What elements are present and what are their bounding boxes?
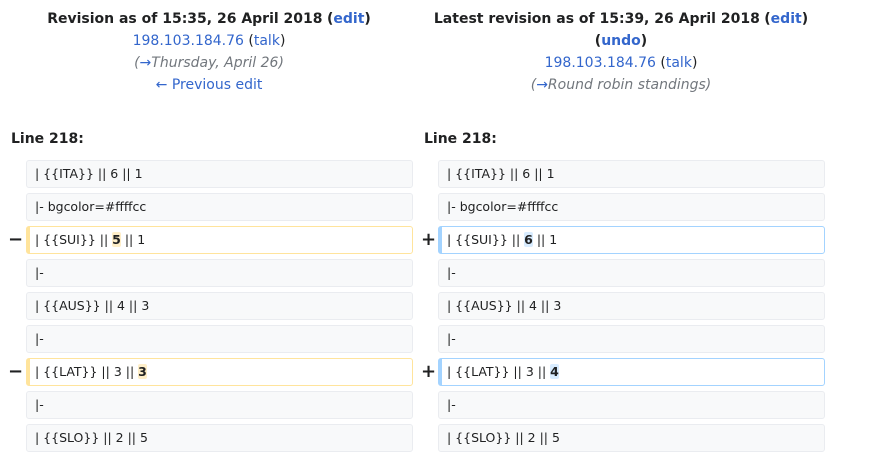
added-word: 6 — [524, 232, 533, 247]
left-context-line: | {{AUS}} || 4 || 3 — [26, 292, 413, 320]
left-summary-arrow-link[interactable]: → — [139, 55, 152, 71]
right-revision-header: Latest revision as of 15:39, 26 April 20… — [412, 8, 830, 96]
diff-row: |- |- — [0, 391, 874, 419]
added-line: | {{LAT}} || 3 || 4 — [438, 358, 825, 386]
left-context-line: |- — [26, 259, 413, 287]
diff-row: | {{ITA}} || 6 || 1 | {{ITA}} || 6 || 1 — [0, 160, 874, 188]
added-line: | {{SUI}} || 6 || 1 — [438, 226, 825, 254]
left-talk-link[interactable]: talk — [253, 33, 280, 49]
right-context-line: |- — [438, 325, 825, 353]
deleted-line: | {{SUI}} || 5 || 1 — [26, 226, 413, 254]
right-user-line: 198.103.184.76 (talk) — [544, 55, 698, 71]
right-talk-link[interactable]: talk — [665, 55, 692, 71]
left-revision-link[interactable]: Revision as of 15:35, 26 April 2018 — [47, 11, 323, 27]
right-line-number: Line 218: — [424, 131, 497, 147]
added-word: 4 — [550, 364, 559, 379]
deleted-word: 5 — [112, 232, 121, 247]
minus-marker: − — [8, 361, 24, 382]
right-summary-arrow-link[interactable]: → — [536, 77, 548, 93]
right-context-line: |- — [438, 391, 825, 419]
added-line-suffix: || 1 — [532, 232, 558, 247]
added-line-prefix: | {{SUI}} || — [447, 232, 525, 247]
right-context-line: |- — [438, 259, 825, 287]
left-context-line: |- bgcolor=#ffffcc — [26, 193, 413, 221]
diff-row-changed: − | {{LAT}} || 3 || 3 + | {{LAT}} || 3 |… — [0, 358, 874, 386]
right-revision-link[interactable]: Latest revision as of 15:39, 26 April 20… — [433, 11, 760, 27]
previous-edit-link[interactable]: ← Previous edit — [155, 77, 263, 93]
added-line-prefix: | {{LAT}} || 3 || — [447, 364, 551, 379]
diff-row: | {{SLO}} || 2 || 5 | {{SLO}} || 2 || 5 — [0, 424, 874, 452]
left-line-number: Line 218: — [11, 131, 84, 147]
right-revision-title: Latest revision as of 15:39, 26 April 20… — [433, 11, 809, 27]
right-context-line: | {{SLO}} || 2 || 5 — [438, 424, 825, 452]
deleted-line-prefix: | {{LAT}} || 3 || — [35, 364, 139, 379]
right-context-line: | {{ITA}} || 6 || 1 — [438, 160, 825, 188]
left-context-line: | {{SLO}} || 2 || 5 — [26, 424, 413, 452]
plus-marker: + — [421, 229, 437, 250]
diff-row: |- |- — [0, 259, 874, 287]
left-context-line: | {{ITA}} || 6 || 1 — [26, 160, 413, 188]
right-user-link[interactable]: 198.103.184.76 — [544, 55, 656, 71]
left-revision-title: Revision as of 15:35, 26 April 2018 (edi… — [47, 11, 371, 27]
undo-link[interactable]: undo — [601, 33, 641, 49]
deleted-line-suffix: || 1 — [120, 232, 146, 247]
deleted-line: | {{LAT}} || 3 || 3 — [26, 358, 413, 386]
right-edit-summary: (→Round robin standings) — [530, 77, 712, 93]
left-user-link[interactable]: 198.103.184.76 — [132, 33, 244, 49]
right-edit-link[interactable]: edit — [770, 11, 802, 27]
left-edit-summary: (→Thursday, April 26) — [134, 55, 284, 71]
right-context-line: | {{AUS}} || 4 || 3 — [438, 292, 825, 320]
diff-row: |- |- — [0, 325, 874, 353]
diff-row: |- bgcolor=#ffffcc |- bgcolor=#ffffcc — [0, 193, 874, 221]
diff-row-changed: − | {{SUI}} || 5 || 1 + | {{SUI}} || 6 |… — [0, 226, 874, 254]
left-revision-header: Revision as of 15:35, 26 April 2018 (edi… — [0, 8, 418, 96]
diff-row: | {{AUS}} || 4 || 3 | {{AUS}} || 4 || 3 — [0, 292, 874, 320]
left-summary-text: Thursday, April 26 — [151, 55, 279, 71]
right-context-line: |- bgcolor=#ffffcc — [438, 193, 825, 221]
deleted-word: 3 — [138, 364, 147, 379]
left-user-line: 198.103.184.76 (talk) — [132, 33, 286, 49]
plus-marker: + — [421, 361, 437, 382]
left-edit-link[interactable]: edit — [333, 11, 365, 27]
left-context-line: |- — [26, 325, 413, 353]
left-context-line: |- — [26, 391, 413, 419]
deleted-line-prefix: | {{SUI}} || — [35, 232, 113, 247]
minus-marker: − — [8, 229, 24, 250]
right-summary-text: Round robin standings — [547, 77, 706, 93]
